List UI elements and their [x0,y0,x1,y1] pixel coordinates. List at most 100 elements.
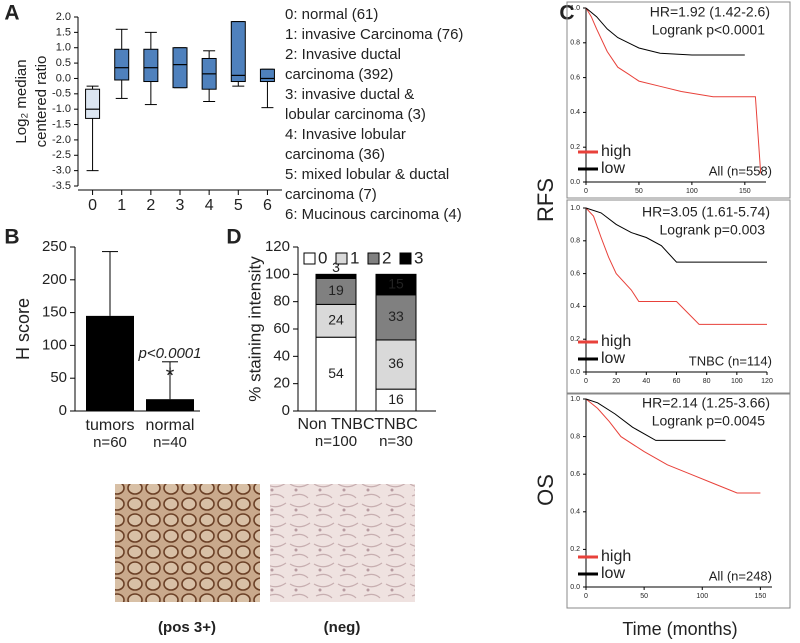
x-tick-label: normal [146,417,195,434]
box [259,68,275,83]
hazard-ratio: HR=2.14 (1.25-3.66) [642,395,770,411]
legend-label: 0 [318,248,327,267]
x-tick-label: 0 [584,378,588,385]
x-tick-label: 0 [584,188,588,195]
x-tick-label: 100 [696,593,708,600]
legend-swatch [303,252,316,265]
bar-segment [315,277,357,305]
x-tick-label: Non TNBC [297,416,374,433]
y-tick-label: -0.5 [52,88,71,100]
panel-label: B [4,226,19,249]
y-tick-label: 20 [273,375,290,392]
y-tick-label: -2.5 [52,149,71,161]
x-tick-label: 80 [703,378,711,385]
box [85,88,101,119]
sample-size: n=60 [93,434,127,451]
legend-text: 2: Invasive ductal [285,46,401,63]
x-tick-label: 100 [686,188,698,195]
y-tick-label: 0.2 [570,336,580,343]
box [230,21,246,83]
y-tick-label: 0.6 [570,471,580,478]
y-tick-label: 80 [273,293,290,310]
x-tick-label: 5 [234,197,243,214]
y-tick-label: 0.2 [570,546,580,553]
x-tick-label: 4 [205,197,214,214]
y-tick-label: -1.5 [52,118,71,130]
x-tick-label: 60 [673,378,681,385]
y-tick-label: 0.8 [570,433,580,440]
y-tick-label: 0 [282,402,290,419]
value-label: 3 [332,259,340,275]
side-label: OS [533,474,558,506]
micrograph-negative [270,484,415,602]
legend-label: low [601,350,625,367]
x-tick-label: 0 [584,593,588,600]
sample-size: n=40 [153,434,187,451]
x-tick-label: 50 [640,593,648,600]
x-tick-label: 40 [642,378,650,385]
y-tick-label: -1.0 [52,103,71,115]
value-label: 16 [388,391,404,407]
legend-label: low [601,160,625,177]
x-tick-label: TNBC [374,416,418,433]
survival-curve [585,207,767,263]
value-label: 15 [388,275,404,291]
y-tick-label: 40 [273,347,290,364]
y-tick-label: 0.4 [570,509,580,516]
y-tick-label: 0.8 [570,238,580,245]
logrank: Logrank p<0.0001 [652,22,765,38]
logrank: Logrank p=0.0045 [652,413,765,429]
y-axis-label: Log₂ median [13,59,30,143]
legend-label: high [601,333,631,350]
x-tick-label: 150 [739,188,751,195]
x-axis-label: Time (months) [622,619,737,639]
y-tick-label: 0.5 [56,57,71,69]
y-tick-label: 1.0 [56,42,71,54]
y-tick-label: 1.0 [570,205,580,212]
y-tick-label: 50 [50,369,67,386]
value-label: 54 [328,365,344,381]
value-label: 24 [328,312,344,328]
y-tick-label: -2.0 [52,134,71,146]
bar-segment [375,339,417,390]
legend-label: 1 [350,248,359,267]
y-axis-label: % staining intensity [245,256,264,402]
x-tick-label: 120 [761,378,773,385]
legend-swatch [367,252,380,265]
y-tick-label: 0.6 [570,270,580,277]
y-tick-label: 2.0 [56,11,71,23]
legend-label: 3 [414,248,423,267]
y-tick-label: 150 [42,304,67,321]
plot-frame [566,1,791,199]
legend-label: low [601,565,625,582]
p-value: p<0.0001 [138,345,202,362]
y-tick-label: 0.4 [570,109,580,116]
bar-segment [315,303,357,338]
y-axis-label: centered ratio [33,56,50,148]
y-tick-label: 120 [265,238,290,255]
subset-label: TNBC (n=114) [689,353,772,368]
legend-text: carcinoma (36) [285,146,385,163]
survival-curve [585,207,767,325]
box [143,48,159,83]
sample-size: n=100 [315,433,357,450]
legend-text: 4: Invasive lobular [285,126,406,143]
value-label: 36 [388,355,404,371]
y-tick-label: 0.0 [570,369,580,376]
y-tick-label: 0.6 [570,74,580,81]
y-tick-label: 100 [42,336,67,353]
survival-curve [585,398,726,441]
legend-text: 3: invasive ductal & [285,86,414,103]
x-tick-label: 0 [88,197,97,214]
y-tick-label: 0.0 [56,72,71,84]
x-tick-label: 2 [146,197,155,214]
x-tick-label: 3 [176,197,185,214]
legend-text: carcinoma (7) [285,186,377,203]
significance-star: * [166,363,175,388]
legend-text: 1: invasive Carcinoma (76) [285,26,463,43]
legend-swatch [335,252,348,265]
y-tick-label: 1.0 [570,396,580,403]
